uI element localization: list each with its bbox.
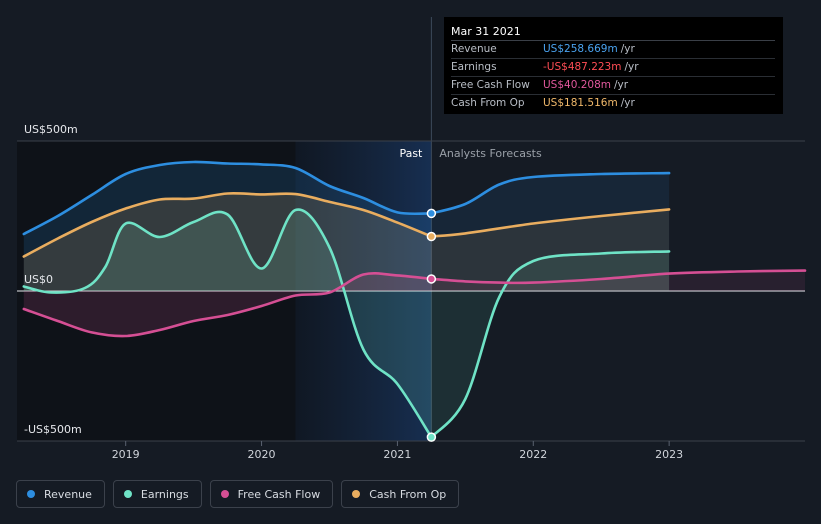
- tooltip-row-earnings: Earnings -US$487.223m /yr: [451, 59, 775, 77]
- tooltip-value: US$40.208m: [543, 79, 611, 91]
- y-tick-label-zero: US$0: [24, 273, 53, 286]
- tooltip-row-revenue: Revenue US$258.669m /yr: [451, 41, 775, 59]
- tooltip-row-cash-from-op: Cash From Op US$181.516m /yr: [451, 95, 775, 112]
- legend-item-earnings[interactable]: Earnings: [112, 480, 202, 508]
- free-cash-flow-area-forecast: [431, 270, 805, 291]
- tooltip-value: US$181.516m: [543, 97, 618, 109]
- tooltip-label: Earnings: [451, 61, 497, 73]
- earnings-line-past: [22, 208, 433, 439]
- series-lines: [22, 160, 807, 439]
- forecast-region-label: Analysts Forecasts: [439, 147, 542, 160]
- legend-dot-icon: [123, 490, 132, 498]
- tooltip-unit: /yr: [624, 61, 639, 73]
- legend-label: Earnings: [140, 487, 189, 501]
- revenue-area-past: [23, 161, 432, 291]
- tooltip-unit: /yr: [620, 97, 635, 109]
- series-markers: [426, 208, 437, 442]
- legend-dot-icon: [220, 490, 229, 498]
- x-tick-label: 2022: [519, 448, 547, 461]
- earnings-marker: [426, 432, 437, 442]
- tooltip-date: Mar 31 2021: [451, 23, 775, 41]
- chart-legend: Revenue Earnings Free Cash Flow Cash Fro…: [16, 480, 460, 508]
- revenue-line-forecast: [430, 171, 671, 215]
- grid-lines: [17, 140, 805, 442]
- y-tick-label-top: US$500m: [24, 123, 78, 136]
- cash-from-op-marker: [426, 231, 437, 242]
- legend-item-cash-from-op[interactable]: Cash From Op: [341, 480, 460, 508]
- legend-dot-icon: [352, 490, 361, 498]
- earnings-line-forecast: [430, 250, 671, 439]
- legend-item-free-cash-flow[interactable]: Free Cash Flow: [209, 480, 334, 508]
- legend-label: Free Cash Flow: [237, 487, 321, 501]
- cash-from-op-line-past: [22, 192, 433, 258]
- tooltip-unit: /yr: [620, 43, 635, 55]
- tooltip-row-free-cash-flow: Free Cash Flow US$40.208m /yr: [451, 77, 775, 95]
- x-tick-label: 2020: [248, 448, 276, 461]
- tooltip-value: US$258.669m: [543, 43, 618, 55]
- legend-item-revenue[interactable]: Revenue: [16, 480, 105, 508]
- revenue-line-past: [22, 160, 433, 236]
- earnings-area-forecast: [431, 251, 670, 438]
- cash-from-op-area-past: [23, 193, 432, 291]
- tooltip-label: Revenue: [451, 43, 497, 55]
- free-cash-flow-area-past: [23, 273, 432, 337]
- earnings-area-past: [23, 209, 432, 438]
- legend-dot-icon: [27, 490, 35, 498]
- axis-labels: US$500m US$0 -US$500m Past Analysts Fore…: [24, 123, 542, 436]
- past-region-label: Past: [399, 147, 423, 160]
- tooltip-value: -US$487.223m: [543, 61, 622, 73]
- legend-label: Revenue: [44, 487, 92, 501]
- revenue-area-forecast: [431, 173, 670, 291]
- free-cash-flow-line-forecast: [430, 269, 807, 285]
- x-tick-label: 2021: [383, 448, 411, 461]
- series-areas: [23, 161, 805, 438]
- legend-label: Cash From Op: [369, 487, 447, 501]
- tooltip-unit: /yr: [614, 79, 629, 91]
- free-cash-flow-line-past: [22, 272, 433, 338]
- data-tooltip: Mar 31 2021 Revenue US$258.669m /yr Earn…: [444, 17, 783, 114]
- revenue-marker: [426, 208, 437, 219]
- x-axis-ticks: 2019 2020 2021 2022 2023: [112, 441, 683, 461]
- free-cash-flow-marker: [426, 274, 437, 284]
- cash-from-op-line-forecast: [430, 208, 671, 238]
- tooltip-label: Cash From Op: [451, 97, 525, 109]
- tooltip-label: Free Cash Flow: [451, 79, 530, 91]
- y-tick-label-bottom: -US$500m: [24, 423, 82, 436]
- x-tick-label: 2023: [655, 448, 683, 461]
- x-tick-label: 2019: [112, 448, 140, 461]
